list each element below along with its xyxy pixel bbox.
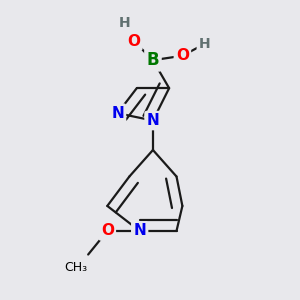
Text: O: O: [127, 34, 140, 49]
Text: N: N: [147, 113, 159, 128]
Text: B: B: [147, 51, 159, 69]
Text: H: H: [199, 37, 210, 51]
Text: H: H: [119, 16, 131, 30]
Text: O: O: [101, 224, 114, 238]
Text: B: B: [147, 51, 159, 69]
Text: H: H: [199, 37, 210, 51]
Text: N: N: [111, 106, 124, 121]
Text: N: N: [133, 224, 146, 238]
Text: N: N: [133, 224, 146, 238]
Text: N: N: [111, 106, 124, 121]
Text: H: H: [119, 16, 131, 30]
Text: O: O: [176, 48, 189, 63]
Text: O: O: [176, 48, 189, 63]
Text: O: O: [101, 224, 114, 238]
Text: CH₃: CH₃: [64, 261, 87, 274]
Text: N: N: [147, 113, 159, 128]
Text: O: O: [127, 34, 140, 49]
